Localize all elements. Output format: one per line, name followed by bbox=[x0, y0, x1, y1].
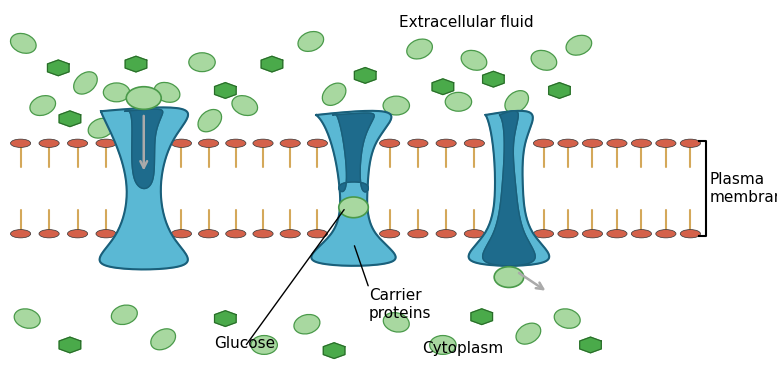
Ellipse shape bbox=[253, 139, 274, 147]
Ellipse shape bbox=[11, 230, 31, 238]
Polygon shape bbox=[125, 56, 147, 72]
Ellipse shape bbox=[339, 197, 368, 218]
Ellipse shape bbox=[406, 39, 433, 59]
Ellipse shape bbox=[251, 336, 277, 354]
Ellipse shape bbox=[379, 230, 399, 238]
Ellipse shape bbox=[430, 336, 456, 354]
Ellipse shape bbox=[494, 267, 524, 287]
Ellipse shape bbox=[656, 230, 676, 238]
Ellipse shape bbox=[516, 323, 541, 344]
Ellipse shape bbox=[383, 313, 409, 332]
Ellipse shape bbox=[408, 139, 428, 147]
Ellipse shape bbox=[464, 230, 485, 238]
Text: Cytoplasm: Cytoplasm bbox=[422, 341, 503, 356]
Polygon shape bbox=[354, 67, 376, 83]
Ellipse shape bbox=[680, 230, 700, 238]
Ellipse shape bbox=[436, 139, 456, 147]
Ellipse shape bbox=[253, 230, 274, 238]
Ellipse shape bbox=[39, 230, 59, 238]
Ellipse shape bbox=[583, 230, 603, 238]
Ellipse shape bbox=[322, 83, 346, 106]
Polygon shape bbox=[580, 337, 601, 353]
Ellipse shape bbox=[96, 230, 117, 238]
Text: Carrier
proteins: Carrier proteins bbox=[369, 288, 431, 321]
Ellipse shape bbox=[408, 230, 428, 238]
Polygon shape bbox=[333, 113, 375, 192]
Ellipse shape bbox=[554, 309, 580, 328]
Ellipse shape bbox=[11, 139, 31, 147]
Ellipse shape bbox=[607, 139, 627, 147]
Ellipse shape bbox=[436, 230, 456, 238]
Ellipse shape bbox=[294, 314, 320, 334]
Polygon shape bbox=[47, 60, 69, 76]
Ellipse shape bbox=[172, 139, 192, 147]
Ellipse shape bbox=[151, 329, 176, 350]
Polygon shape bbox=[483, 111, 535, 266]
Polygon shape bbox=[483, 71, 504, 87]
Polygon shape bbox=[312, 111, 395, 266]
Polygon shape bbox=[469, 111, 549, 266]
Ellipse shape bbox=[154, 83, 180, 102]
Text: Plasma
membrane: Plasma membrane bbox=[709, 172, 777, 205]
Text: Extracellular fluid: Extracellular fluid bbox=[399, 15, 534, 30]
Ellipse shape bbox=[379, 139, 399, 147]
Polygon shape bbox=[432, 79, 454, 95]
Ellipse shape bbox=[558, 230, 578, 238]
Polygon shape bbox=[125, 109, 162, 188]
Ellipse shape bbox=[461, 51, 487, 70]
Ellipse shape bbox=[103, 83, 130, 102]
Ellipse shape bbox=[308, 230, 328, 238]
Ellipse shape bbox=[680, 139, 700, 147]
Polygon shape bbox=[214, 311, 236, 326]
Ellipse shape bbox=[533, 230, 553, 238]
Ellipse shape bbox=[127, 87, 162, 109]
Polygon shape bbox=[261, 56, 283, 72]
Ellipse shape bbox=[96, 139, 117, 147]
Ellipse shape bbox=[10, 34, 37, 53]
Ellipse shape bbox=[68, 139, 88, 147]
Ellipse shape bbox=[583, 139, 603, 147]
Ellipse shape bbox=[656, 139, 676, 147]
Ellipse shape bbox=[199, 230, 219, 238]
Ellipse shape bbox=[505, 90, 528, 113]
Ellipse shape bbox=[464, 139, 485, 147]
Ellipse shape bbox=[607, 230, 627, 238]
Ellipse shape bbox=[172, 230, 192, 238]
Ellipse shape bbox=[68, 230, 88, 238]
Ellipse shape bbox=[74, 72, 97, 94]
Ellipse shape bbox=[531, 51, 557, 70]
Ellipse shape bbox=[226, 139, 246, 147]
Polygon shape bbox=[99, 107, 188, 270]
Polygon shape bbox=[471, 309, 493, 325]
Ellipse shape bbox=[558, 139, 578, 147]
Ellipse shape bbox=[14, 309, 40, 328]
Ellipse shape bbox=[298, 32, 324, 51]
Ellipse shape bbox=[111, 305, 138, 325]
Ellipse shape bbox=[631, 230, 651, 238]
Ellipse shape bbox=[88, 118, 114, 138]
Ellipse shape bbox=[566, 35, 592, 55]
Ellipse shape bbox=[280, 139, 301, 147]
Ellipse shape bbox=[383, 96, 409, 115]
Ellipse shape bbox=[631, 139, 651, 147]
Ellipse shape bbox=[30, 96, 56, 115]
Polygon shape bbox=[59, 337, 81, 353]
Polygon shape bbox=[549, 83, 570, 98]
Ellipse shape bbox=[445, 92, 472, 111]
Ellipse shape bbox=[533, 139, 553, 147]
Text: Glucose: Glucose bbox=[214, 336, 275, 351]
Ellipse shape bbox=[198, 109, 221, 132]
Ellipse shape bbox=[39, 139, 59, 147]
Polygon shape bbox=[323, 343, 345, 359]
Ellipse shape bbox=[308, 139, 328, 147]
Polygon shape bbox=[214, 83, 236, 98]
Ellipse shape bbox=[232, 96, 258, 115]
Ellipse shape bbox=[199, 139, 219, 147]
Ellipse shape bbox=[280, 230, 301, 238]
Ellipse shape bbox=[189, 53, 215, 72]
Polygon shape bbox=[59, 111, 81, 127]
Ellipse shape bbox=[226, 230, 246, 238]
